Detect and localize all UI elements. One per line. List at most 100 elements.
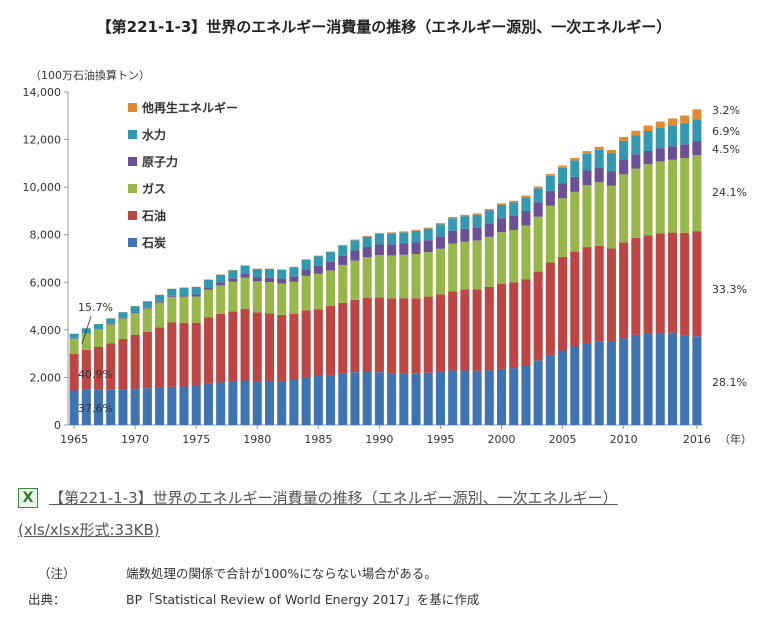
bar-segment xyxy=(570,158,580,161)
bar-segment xyxy=(521,195,531,198)
bar-segment xyxy=(326,270,336,307)
annotation-2016-share: 28.1% xyxy=(712,376,747,389)
bar-segment xyxy=(179,386,189,425)
bar-segment xyxy=(374,233,384,245)
bar-segment xyxy=(484,236,494,287)
bar-segment xyxy=(692,336,702,425)
bar-segment xyxy=(631,237,641,335)
y-tick-label: 2,000 xyxy=(30,371,62,384)
bar-segment xyxy=(448,218,458,231)
bar-segment xyxy=(643,125,653,132)
bar-segment xyxy=(374,232,384,234)
bar-segment xyxy=(680,335,690,425)
bar-segment xyxy=(155,327,165,388)
bar-segment xyxy=(155,387,165,425)
x-axis-unit: （年） xyxy=(719,432,752,446)
legend-swatch xyxy=(128,238,137,247)
bar-segment xyxy=(216,282,226,286)
bar-segment xyxy=(264,277,275,283)
bar-segment xyxy=(289,313,299,380)
download-size-link[interactable]: (xls/xlsx形式:33KB) xyxy=(18,521,160,539)
bar-segment xyxy=(558,350,568,425)
bar-segment xyxy=(155,301,165,303)
bar-segment xyxy=(533,360,543,425)
bar-segment xyxy=(326,375,336,425)
chart-title: 【第221-1-3】世界のエネルギー消費量の推移（エネルギー源別、一次エネルギー… xyxy=(96,18,672,36)
bar-segment xyxy=(94,389,104,425)
bar-segment xyxy=(460,241,470,290)
bar-segment xyxy=(264,381,275,425)
bar-segment xyxy=(240,265,250,274)
bar-segment xyxy=(533,216,543,272)
bar-segment xyxy=(423,252,433,297)
bar-segment xyxy=(460,289,470,371)
bar-segment xyxy=(435,294,445,372)
bar-segment xyxy=(350,240,360,251)
x-tick-label: 1985 xyxy=(304,433,332,446)
bar-segment xyxy=(521,197,531,211)
bar-segment xyxy=(130,312,140,335)
x-tick-label: 1975 xyxy=(182,433,210,446)
bar-segment xyxy=(558,167,568,184)
bar-segment xyxy=(460,214,470,217)
bar-segment xyxy=(350,250,360,261)
bar-segment xyxy=(423,228,433,241)
bar-segment xyxy=(69,333,79,339)
bar-segment xyxy=(94,324,104,330)
bar-segment xyxy=(521,225,531,280)
bar-segment xyxy=(313,273,323,310)
excel-icon[interactable]: X xyxy=(18,487,38,508)
bar-segment xyxy=(118,318,128,339)
bar-segment xyxy=(313,256,323,266)
bar-segment xyxy=(191,296,201,323)
bar-segment xyxy=(252,381,262,425)
bar-segment xyxy=(411,298,421,374)
bar-segment xyxy=(509,202,519,216)
bar-segment xyxy=(81,349,91,390)
x-tick-label: 2010 xyxy=(610,433,638,446)
bar-segment xyxy=(191,286,201,295)
bar-segment xyxy=(411,242,421,254)
bar-segment xyxy=(69,390,79,425)
bar-segment xyxy=(619,242,629,339)
bar-segment xyxy=(277,380,287,425)
bar-segment xyxy=(69,353,79,391)
note-text: 端数処理の関係で合計が100%にならない場合がある。 xyxy=(126,566,437,581)
bar-segment xyxy=(264,282,275,314)
bar-segment xyxy=(240,277,250,309)
annotation-2016-share: 6.9% xyxy=(712,125,740,138)
bar-segment xyxy=(289,379,299,425)
bar-segment xyxy=(142,301,152,308)
bar-segment xyxy=(533,186,543,189)
bar-segment xyxy=(277,314,287,381)
bar-segment xyxy=(106,343,116,390)
bar-segment xyxy=(435,371,445,425)
bar-segment xyxy=(374,372,384,425)
bar-segment xyxy=(570,346,580,425)
bar-segment xyxy=(289,281,299,314)
bar-segment xyxy=(460,216,470,229)
annotation-1965-gas: 15.7% xyxy=(78,301,113,314)
bar-segment xyxy=(301,259,311,270)
bar-segment xyxy=(203,317,213,384)
download-link[interactable]: 【第221-1-3】世界のエネルギー消費量の推移（エネルギー源別、一次エネルギー… xyxy=(49,489,618,507)
bar-segment xyxy=(655,121,665,128)
bar-segment xyxy=(582,342,592,425)
bar-segment xyxy=(570,176,580,192)
bar-segment xyxy=(338,255,348,265)
bar-segment xyxy=(338,245,348,246)
x-tick-label: 2005 xyxy=(549,433,577,446)
bar-segment xyxy=(667,125,677,147)
bar-segment xyxy=(509,368,519,425)
legend-swatch xyxy=(128,184,137,193)
bar-segment xyxy=(362,257,372,298)
bar-segment xyxy=(374,297,384,373)
bar-segment xyxy=(179,287,189,296)
bar-segment xyxy=(558,183,568,199)
bar-segment xyxy=(631,135,641,155)
bar-segment xyxy=(643,333,653,425)
bar-segment xyxy=(228,281,238,312)
bar-segment xyxy=(680,115,690,124)
bar-segment xyxy=(423,372,433,425)
bar-segment xyxy=(692,109,702,120)
